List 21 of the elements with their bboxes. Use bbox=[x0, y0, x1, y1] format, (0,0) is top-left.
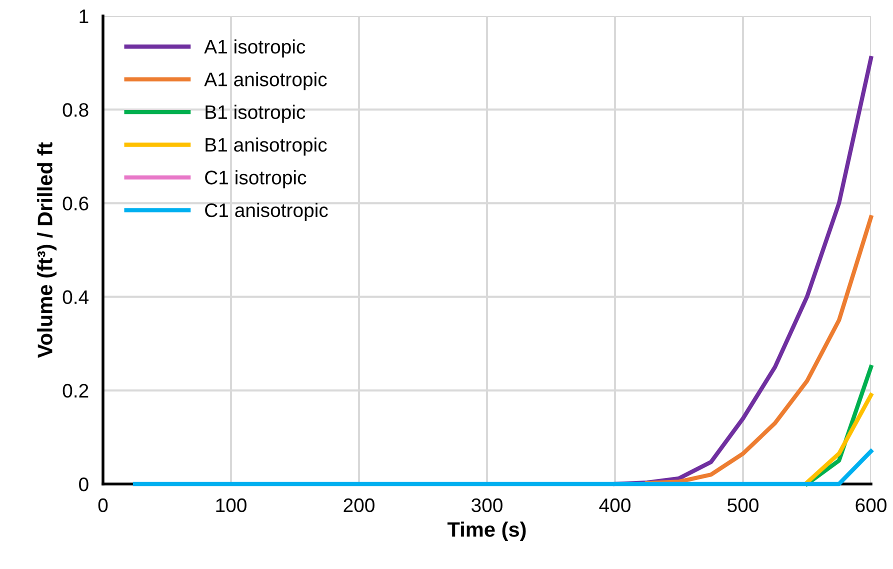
y-tick-label: 0.2 bbox=[62, 384, 88, 398]
y-tick-label: 0.6 bbox=[62, 196, 88, 210]
y-tick-label: 0.4 bbox=[62, 290, 89, 304]
x-tick-label: 100 bbox=[216, 498, 246, 512]
x-tick-label: 300 bbox=[472, 498, 502, 512]
y-tick-label: 0.8 bbox=[62, 103, 88, 117]
legend-label: C1 anisotropic bbox=[205, 202, 328, 222]
legend-label: C1 isotropic bbox=[205, 170, 306, 188]
x-tick-label: 500 bbox=[728, 498, 758, 512]
x-tick-label: 400 bbox=[599, 498, 630, 512]
y-tick-label: 0 bbox=[79, 477, 88, 492]
legend-label: A1 anisotropic bbox=[204, 72, 327, 90]
x-tick-label: 0 bbox=[98, 498, 108, 512]
legend-label: B1 anisotropic bbox=[206, 137, 327, 156]
x-tick-label: 200 bbox=[344, 498, 374, 512]
legend-label: B1 isotropic bbox=[206, 104, 306, 123]
legend-label: A1 isotropic bbox=[204, 39, 306, 58]
y-tick-label: 1 bbox=[80, 10, 88, 24]
x-tick-label: 600 bbox=[856, 498, 886, 512]
y-axis-title: Volume (ft³) / Drilled ft bbox=[37, 142, 57, 358]
x-axis-title: Time (s) bbox=[447, 522, 526, 541]
